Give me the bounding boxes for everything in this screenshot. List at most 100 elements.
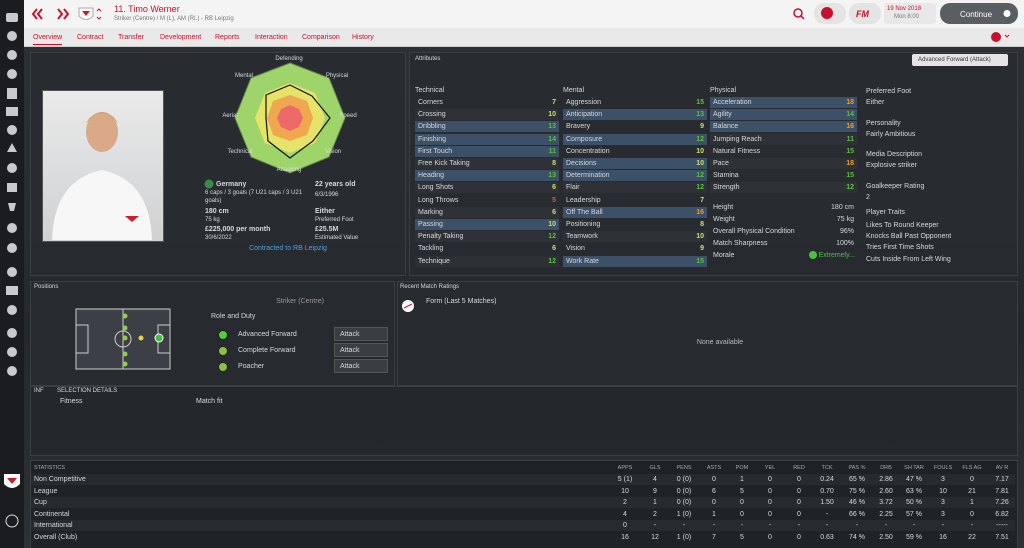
stat-cell: 1 (740, 476, 744, 483)
stat-row (31, 532, 1015, 543)
role-name: Complete Forward (238, 347, 296, 354)
attribute-value: 15 (846, 172, 854, 180)
condition-value: 180 cm (831, 204, 854, 211)
svg-text:FM: FM (856, 9, 869, 19)
weight: 75 kg (205, 217, 220, 223)
stat-cell: 4 (653, 476, 657, 483)
header-icons: FM (31, 3, 1018, 24)
attribute-name: Passing (418, 221, 443, 228)
attribute-value: 13 (548, 123, 556, 131)
duty[interactable]: Attack (340, 363, 360, 370)
stat-cell: 9 (653, 487, 657, 495)
stat-cell: - (855, 522, 859, 529)
attribute-value: 15 (696, 99, 704, 106)
tab[interactable]: Transfer (118, 34, 144, 41)
info-label: Preferred Foot (866, 88, 912, 95)
positions-title: Positions (34, 284, 59, 290)
stat-cell: 74 % (849, 533, 865, 541)
form-label[interactable]: Form (Last 5 Matches) (426, 298, 497, 305)
stat-header: AV R (995, 465, 1009, 471)
stat-cell: 3 (941, 499, 945, 506)
attribute-value: 5 (552, 196, 556, 204)
duty-dropdown (334, 343, 388, 357)
stat-header: FOULS (933, 465, 953, 471)
stat-cell: 7 (712, 533, 716, 541)
duty[interactable]: Attack (340, 347, 360, 354)
attribute-name: Vision (566, 245, 585, 253)
stat-cell: 0 (0) (676, 499, 692, 506)
date: 19 Nov 2018 (887, 6, 922, 12)
stat-cell: 65 % (849, 476, 865, 483)
statistics-panel (30, 460, 1018, 548)
radar-label: Attacking (276, 167, 302, 173)
attribute-name: Agility (713, 111, 732, 119)
stat-cell: 7.51 (995, 533, 1009, 541)
stat-cell: - (712, 522, 716, 529)
attribute-row (563, 206, 707, 218)
foot-label: Preferred Foot (315, 217, 354, 223)
attributes-title: Attributes (415, 56, 441, 62)
empty-ratings: None available (696, 339, 744, 346)
stat-cell: - (797, 522, 801, 529)
tab[interactable]: History (352, 34, 374, 41)
attribute-row (563, 182, 707, 193)
stat-cell: 59 % (906, 533, 922, 541)
stat-cell: - (682, 522, 686, 529)
stat-cell: 2.60 (879, 487, 893, 495)
value-label: Estimated Value (315, 235, 359, 241)
attribute-row (710, 121, 857, 133)
caps: 6 caps / 3 goals (7 U21 caps / 3 U21 goa… (205, 190, 303, 204)
attribute-name: Technique (418, 257, 450, 265)
player-name: 11. Timo Werner (114, 4, 180, 14)
attribute-name: Strength (713, 184, 740, 192)
tab[interactable]: Interaction (255, 34, 288, 41)
attribute-row (710, 158, 857, 169)
stat-cell: 5 (740, 533, 744, 541)
selection-title: SELECTION DETAILS (57, 388, 118, 394)
attribute-name: Teamwork (566, 233, 598, 241)
fitness-value: Match fit (196, 398, 223, 405)
condition-name: Weight (713, 216, 735, 223)
role-rating (218, 330, 228, 340)
attribute-value: 10 (548, 221, 556, 228)
inf: INF (34, 388, 44, 394)
stat-header: SH TAR (904, 465, 924, 471)
stat-cell: 0 (768, 510, 772, 518)
tab[interactable]: Contract (77, 34, 104, 41)
tab[interactable]: Overview (33, 33, 63, 45)
tab[interactable]: Comparison (302, 34, 340, 41)
stat-cell: 75 % (849, 487, 865, 495)
stat-cell: 57 % (906, 510, 922, 518)
stat-cell: Continental (34, 510, 70, 518)
attribute-name: Composure (566, 135, 603, 143)
position: Striker (Centre) (276, 298, 324, 305)
tab[interactable]: Development (160, 34, 202, 41)
column-heading: Mental (563, 87, 585, 94)
attribute-value: 8 (552, 160, 556, 167)
view[interactable]: Advanced Forward (Attack) (918, 57, 991, 63)
stat-cell: - (884, 522, 888, 529)
attribute-name: Anticipation (566, 111, 603, 119)
attribute-row (563, 255, 707, 267)
attribute-name: Decisions (566, 160, 597, 167)
stat-cell: - (941, 522, 945, 529)
stat-cell: Overall (Club) (34, 533, 78, 541)
stat-cell: League (34, 487, 58, 495)
stat-cell: 1.50 (820, 499, 834, 506)
stat-cell: 2.25 (879, 510, 893, 518)
attribute-value: 12 (548, 233, 556, 241)
duty[interactable]: Attack (340, 331, 360, 338)
nation: Germany (216, 181, 247, 188)
stat-cell: - (912, 522, 916, 529)
stat-cell: 10 (939, 487, 947, 495)
time: Mon 8:00 (894, 14, 920, 20)
attribute-name: Crossing (418, 111, 446, 119)
condition-name: Height (713, 204, 734, 211)
stat-header: YEL (764, 465, 776, 471)
attribute-name: Aggression (566, 99, 602, 106)
continue-button[interactable]: Continue (960, 10, 993, 19)
tab[interactable]: Reports (215, 34, 240, 41)
stat-cell: 0 (797, 476, 801, 483)
attribute-name: Work Rate (566, 257, 599, 265)
